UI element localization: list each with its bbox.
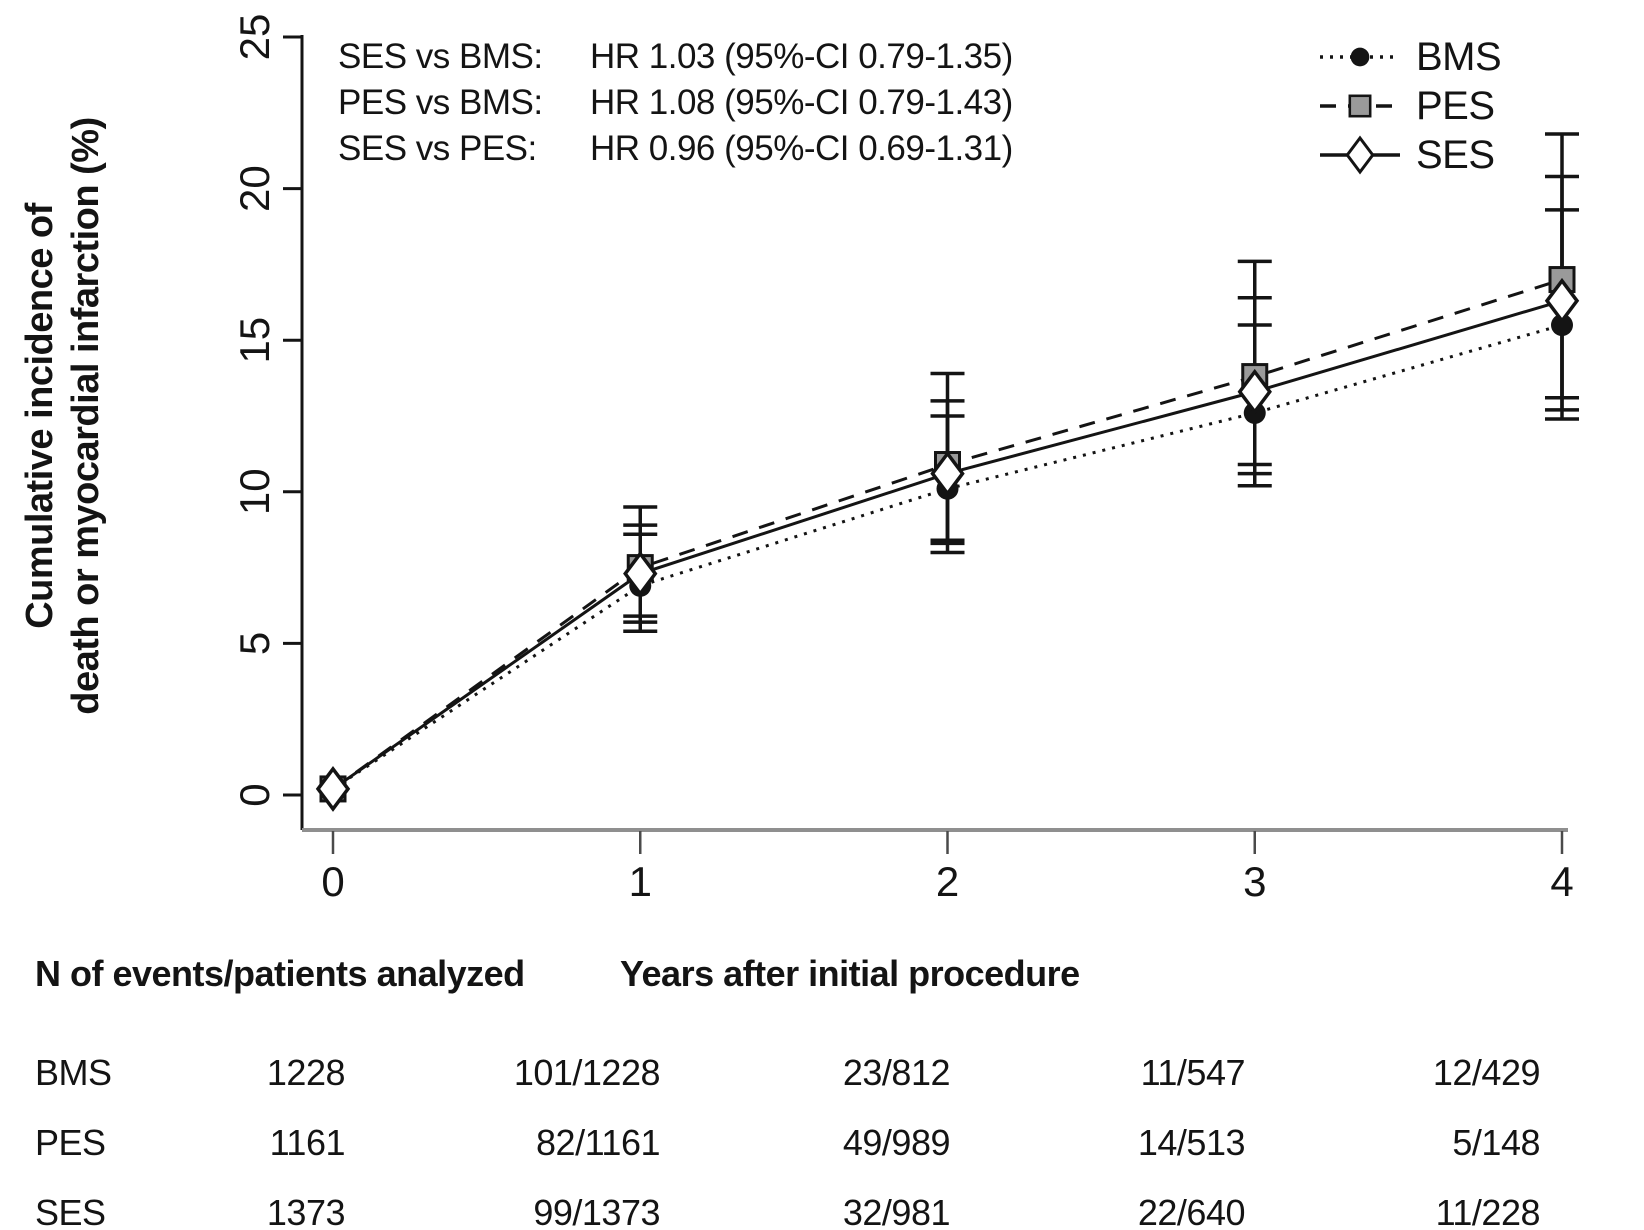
legend-label: BMS: [1416, 34, 1502, 79]
hr-annotation-line: SES vs BMS: HR 1.03 (95%-CI 0.79-1.35): [338, 34, 1013, 80]
table-cell: 32/981: [842, 1192, 951, 1230]
table-series-label: SES: [35, 1192, 106, 1230]
hr-comparison-label: SES vs BMS:: [338, 37, 543, 76]
ses-diamond-marker: [1237, 368, 1272, 415]
table-series-label: PES: [35, 1122, 106, 1163]
table-cell: 5/148: [1452, 1122, 1540, 1163]
legend-label: SES: [1416, 132, 1495, 177]
table-cell: 49/989: [842, 1122, 951, 1163]
x-axis-tick-label: 2: [936, 858, 959, 905]
x-axis-tick-label: 1: [629, 858, 652, 905]
bms-circle-marker: [1551, 314, 1573, 337]
table-cell: 22/640: [1137, 1192, 1246, 1230]
table-cell: 99/1373: [533, 1192, 660, 1230]
x-axis-tick-label: 4: [1550, 858, 1573, 905]
ses-diamond-marker: [623, 550, 658, 597]
table-cell: 11/547: [1140, 1052, 1246, 1093]
table-cell: 82/1161: [536, 1122, 660, 1163]
table-series-label: BMS: [35, 1052, 112, 1093]
y-axis-title: Cumulative incidence of: [19, 202, 61, 628]
y-axis-title: death or myocardial infarction (%): [65, 117, 107, 714]
table-row-bms: BMS 1228 101/1228 23/812 11/547 12/429: [35, 1052, 1541, 1122]
pes-square-marker: [1348, 94, 1372, 118]
y-axis-tick-label: 20: [231, 165, 278, 212]
table-cell: 14/513: [1137, 1122, 1246, 1163]
hr-comparison-label: SES vs PES:: [338, 129, 537, 168]
legend-sample-dashed-line: [1320, 94, 1400, 118]
table-row-ses: SES 1373 99/1373 32/981 22/640 11/228: [35, 1192, 1541, 1230]
table-cell: 23/812: [842, 1052, 951, 1093]
ses-diamond-marker: [315, 766, 351, 812]
hazard-ratio-annotations: SES vs BMS: HR 1.03 (95%-CI 0.79-1.35) P…: [338, 34, 1013, 172]
series-markers-ses: [315, 277, 1580, 812]
table-cell: 11/228: [1435, 1192, 1541, 1230]
error-bars: [623, 132, 1579, 634]
legend-item-pes: PES: [1318, 83, 1501, 128]
chart-legend: BMS PES SES: [1318, 34, 1502, 177]
hr-annotation-line: PES vs BMS: HR 1.08 (95%-CI 0.79-1.43): [338, 80, 1013, 126]
legend-label: PES: [1416, 83, 1495, 128]
ses-diamond-marker: [930, 450, 965, 497]
x-axis-tick-label: 0: [321, 858, 344, 905]
legend-sample-dotted-line: [1320, 47, 1400, 67]
x-axis-tick-label: 3: [1243, 858, 1266, 905]
y-axis-tick-label: 25: [231, 14, 278, 61]
legend-item-bms: BMS: [1318, 34, 1502, 79]
axes: 0 5 10 15 20 25 0 1 2 3 4 Cumulative incidence of de…: [19, 14, 1574, 905]
legend-sample-solid-line: [1320, 135, 1400, 175]
bms-circle-marker: [1350, 47, 1370, 67]
numbers-at-risk-table: BMS 1228 101/1228 23/812 11/547 12/429 PES 1161…: [35, 1052, 1541, 1230]
hr-value-text: HR 1.08 (95%-CI 0.79-1.43): [590, 83, 1013, 122]
legend-item-ses: SES: [1318, 132, 1501, 177]
table-cell: 101/1228: [513, 1052, 661, 1093]
table-cell: 1161: [269, 1122, 346, 1163]
ses-diamond-marker: [1544, 277, 1580, 324]
table-cell: 1228: [266, 1052, 346, 1093]
y-axis-tick-label: 15: [231, 317, 278, 364]
chart-canvas: 0 5 10 15 20 25 0 1 2 3 4 Cumulative incidence of de…: [19, 14, 1580, 905]
x-axis-title: Years after initial procedure: [620, 953, 1080, 994]
table-cell: 1373: [266, 1192, 346, 1230]
ses-diamond-marker: [1345, 135, 1375, 175]
y-axis-tick-label: 10: [231, 468, 278, 515]
hr-value-text: HR 0.96 (95%-CI 0.69-1.31): [590, 129, 1013, 168]
table-row-pes: PES 1161 82/1161 49/989 14/513 5/148: [35, 1122, 1541, 1192]
y-axis-tick-label: 0: [231, 783, 278, 806]
hr-comparison-label: PES vs BMS:: [338, 83, 543, 122]
y-axis-tick-label: 5: [231, 632, 278, 655]
hr-value-text: HR 1.03 (95%-CI 0.79-1.35): [590, 37, 1013, 76]
risk-table-title: N of events/patients analyzed: [35, 953, 525, 994]
table-cell: 12/429: [1432, 1052, 1541, 1093]
hr-annotation-line: SES vs PES: HR 0.96 (95%-CI 0.69-1.31): [338, 126, 1013, 172]
